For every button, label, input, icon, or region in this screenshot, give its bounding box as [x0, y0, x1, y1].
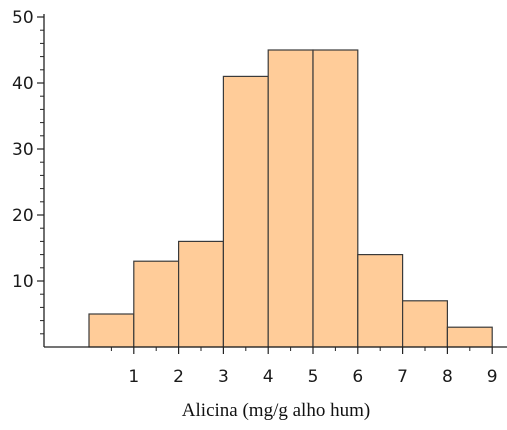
x-tick-label-8: 8	[442, 367, 453, 387]
histogram-bar-5	[267, 49, 314, 348]
x-axis-label: Alicina (mg/g alho hum)	[181, 400, 371, 421]
y-tick-label-50: 50	[12, 8, 34, 28]
x-tick-label-5: 5	[308, 367, 319, 387]
histogram-bar-1	[88, 313, 135, 348]
x-tick-label-4: 4	[263, 367, 274, 387]
y-tick-label-20: 20	[12, 206, 34, 226]
ticks-layer: 1 2 3 4 5 6 7 8 9 10 20 30 40 50	[12, 8, 498, 387]
histogram-bar-8	[402, 300, 449, 348]
histogram-bar-4	[222, 75, 269, 348]
x-tick-label-2: 2	[173, 367, 184, 387]
histogram-bar-6	[312, 49, 359, 348]
histogram-bar-7	[357, 254, 404, 348]
x-tick-label-9: 9	[487, 367, 498, 387]
x-tick-label-7: 7	[397, 367, 408, 387]
y-tick-label-10: 10	[12, 272, 34, 292]
bars-layer	[88, 49, 493, 348]
x-tick-label-3: 3	[218, 367, 229, 387]
histogram-bar-3	[178, 240, 225, 348]
histogram-bar-9	[446, 326, 493, 348]
y-tick-label-40: 40	[12, 74, 34, 94]
histogram-bar-2	[133, 260, 180, 348]
y-tick-label-30: 30	[12, 140, 34, 160]
x-tick-label-1: 1	[128, 367, 139, 387]
x-tick-label-6: 6	[352, 367, 363, 387]
